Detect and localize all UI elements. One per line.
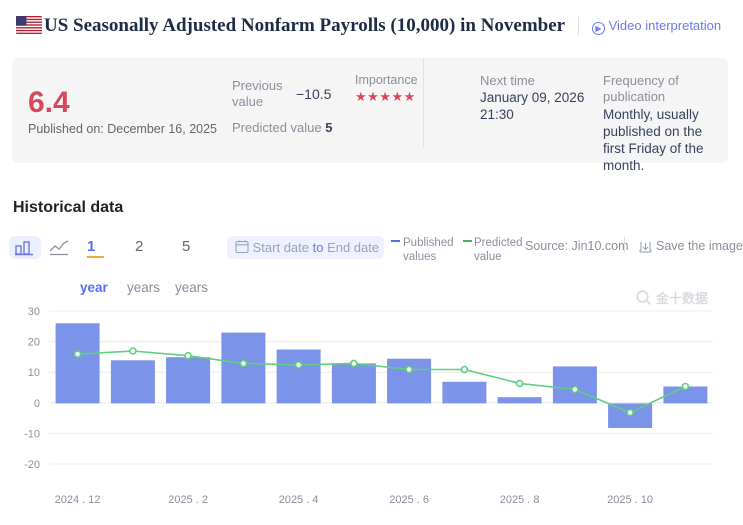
- svg-text:-20: -20: [24, 459, 40, 471]
- svg-text:2025 . 10: 2025 . 10: [607, 494, 653, 506]
- svg-text:-10: -10: [24, 428, 40, 440]
- svg-text:2025 . 4: 2025 . 4: [279, 494, 319, 506]
- svg-text:0: 0: [34, 398, 40, 410]
- svg-text:2025 . 6: 2025 . 6: [389, 494, 429, 506]
- svg-text:2025 . 2: 2025 . 2: [168, 494, 208, 506]
- svg-text:10: 10: [28, 367, 40, 379]
- svg-text:2024 . 12: 2024 . 12: [55, 494, 101, 506]
- svg-text:30: 30: [28, 306, 40, 318]
- svg-text:2025 . 8: 2025 . 8: [500, 494, 540, 506]
- svg-text:20: 20: [28, 337, 40, 349]
